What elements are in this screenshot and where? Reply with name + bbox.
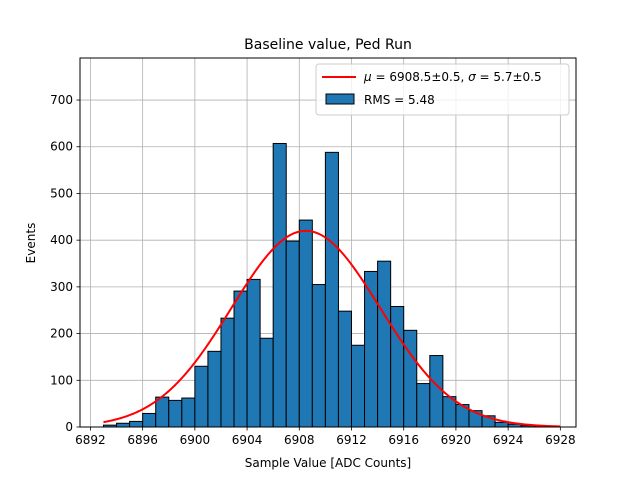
histogram-bar bbox=[259, 337, 274, 428]
x-tick-label: 6924 bbox=[493, 433, 524, 447]
histogram-bar bbox=[324, 151, 339, 428]
histogram-bar bbox=[285, 240, 300, 428]
histogram-bar bbox=[181, 397, 196, 428]
x-tick-label: 6928 bbox=[545, 433, 576, 447]
histogram-bar bbox=[142, 412, 157, 428]
x-tick-label: 6916 bbox=[388, 433, 419, 447]
histogram-bar bbox=[272, 142, 287, 428]
y-tick-label: 100 bbox=[50, 373, 73, 387]
histogram-bar bbox=[194, 365, 209, 428]
legend-fit-label: μ = 6908.5±0.5, σ = 5.7±0.5 bbox=[363, 70, 542, 84]
x-tick-label: 6920 bbox=[441, 433, 472, 447]
legend: μ = 6908.5±0.5, σ = 5.7±0.5 RMS = 5.48 bbox=[315, 63, 570, 116]
legend-box bbox=[315, 63, 570, 116]
x-tick-label: 6904 bbox=[232, 433, 263, 447]
x-tick-label: 6908 bbox=[284, 433, 315, 447]
histogram-bar bbox=[220, 317, 235, 428]
x-axis: 6892 6896 6900 6904 6908 6912 6916 6920 6924 6928 bbox=[75, 427, 576, 447]
histogram-bar bbox=[350, 344, 366, 428]
histogram-bar bbox=[403, 329, 418, 428]
y-axis-label: Events bbox=[24, 223, 38, 264]
histogram-bar bbox=[377, 260, 392, 428]
x-tick-label: 6892 bbox=[75, 433, 106, 447]
y-tick-label: 500 bbox=[50, 186, 73, 200]
legend-mu-value: = 6908.5±0.5, bbox=[372, 70, 468, 84]
histogram-bar bbox=[246, 278, 261, 428]
chart-title: Baseline value, Ped Run bbox=[244, 37, 412, 53]
histogram-bar bbox=[207, 350, 222, 428]
plot-frame bbox=[79, 57, 577, 428]
y-tick-label: 300 bbox=[50, 280, 73, 294]
y-tick-label: 700 bbox=[50, 93, 73, 107]
x-tick-label: 6896 bbox=[127, 433, 158, 447]
x-tick-label: 6912 bbox=[336, 433, 367, 447]
y-tick-label: 0 bbox=[65, 420, 73, 434]
histogram-bar bbox=[155, 396, 170, 428]
histogram-bar bbox=[416, 383, 431, 428]
x-tick-label: 6900 bbox=[180, 433, 211, 447]
histogram-bar bbox=[429, 355, 444, 428]
histogram-bar bbox=[337, 310, 352, 428]
histogram-bar bbox=[168, 399, 183, 428]
histogram-bar bbox=[233, 290, 248, 428]
y-tick-label: 400 bbox=[50, 233, 73, 247]
legend-sigma-value: = 5.7±0.5 bbox=[476, 70, 542, 84]
histogram-bar bbox=[390, 305, 405, 428]
legend-mu-symbol: μ bbox=[363, 70, 372, 84]
legend-hist-label: RMS = 5.48 bbox=[364, 93, 435, 107]
legend-hist-swatch bbox=[325, 93, 355, 105]
histogram-bar bbox=[494, 421, 509, 428]
histogram-bar bbox=[311, 284, 326, 428]
x-axis-label: Sample Value [ADC Counts] bbox=[245, 456, 411, 470]
histogram-bar bbox=[116, 422, 131, 428]
gaussian-fit bbox=[103, 229, 561, 428]
legend-sigma-symbol: σ bbox=[468, 70, 476, 84]
y-axis: 0 100 200 300 400 500 600 700 bbox=[50, 93, 80, 434]
fit-curve bbox=[103, 229, 561, 428]
histogram-bar bbox=[129, 420, 144, 428]
histogram-bars bbox=[102, 142, 548, 428]
histogram-bar bbox=[298, 219, 313, 428]
y-tick-label: 200 bbox=[50, 327, 73, 341]
y-tick-label: 600 bbox=[50, 140, 73, 154]
